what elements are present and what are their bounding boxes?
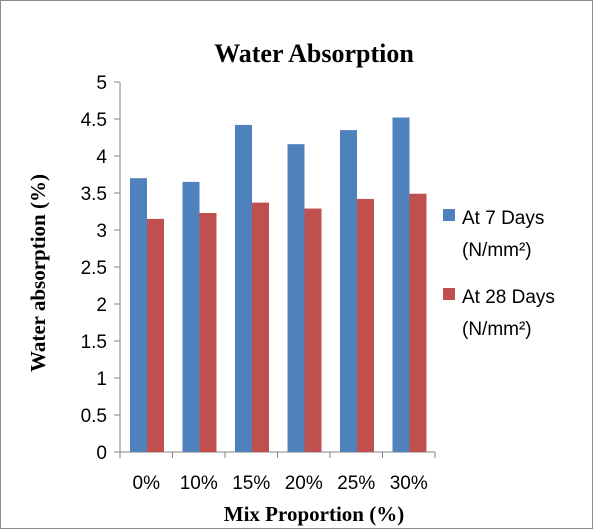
y-tick-label: 3 (96, 221, 107, 242)
y-tick-label: 2.5 (81, 258, 107, 279)
y-axis-title: Water absorption (%) (26, 174, 50, 372)
y-tick-label: 2 (96, 295, 107, 316)
bar-28-days-0pct (147, 218, 164, 452)
x-tick-label: 15% (232, 473, 270, 494)
legend-label: (N/mm²) (462, 240, 532, 261)
bar-7-days-30pct (392, 117, 410, 453)
bar-7-days-25pct (340, 130, 357, 452)
legend-swatch (443, 288, 455, 300)
y-tick-label: 4 (96, 147, 107, 168)
x-tick-label: 0% (133, 473, 161, 494)
y-tick-label: 1 (96, 369, 107, 390)
y-tick-label: 4.5 (81, 110, 107, 131)
legend-label: (N/mm²) (462, 319, 532, 340)
bar-28-days-10pct (199, 212, 217, 452)
bar-28-days-30pct (409, 193, 427, 453)
legend-label: At 7 Days (462, 208, 544, 229)
x-axis-title: Mix Proportion (%) (224, 502, 404, 526)
y-tick-label: 1.5 (81, 332, 107, 353)
bar-28-days-20pct (304, 208, 322, 452)
bar-7-days-10pct (182, 181, 200, 452)
y-tick-label: 0.5 (81, 406, 107, 427)
bar-7-days-20pct (287, 144, 305, 452)
x-tick-label: 20% (285, 473, 323, 494)
x-tick-label: 30% (390, 473, 428, 494)
legend: At 7 Days (N/mm²) At 28 Days (N/mm²) (443, 208, 555, 340)
bar-7-days-0pct (130, 178, 147, 452)
y-tick-label: 3.5 (81, 184, 107, 205)
bar-28-days-15pct (252, 202, 269, 452)
plot-area: 0 0.5 1 1.5 2 2.5 3 3.5 4 4.5 5 0% 10% 15% 20% 25% 30% (81, 73, 436, 494)
chart-title: Water Absorption (214, 39, 414, 68)
y-tick-label: 5 (96, 73, 107, 94)
legend-swatch (443, 209, 455, 221)
y-tick-label: 0 (96, 443, 107, 464)
legend-label: At 28 Days (462, 287, 555, 308)
x-tick-label: 25% (337, 473, 375, 494)
bar-28-days-25pct (357, 198, 374, 452)
x-tick-label: 10% (180, 473, 218, 494)
bar-7-days-15pct (235, 124, 252, 453)
